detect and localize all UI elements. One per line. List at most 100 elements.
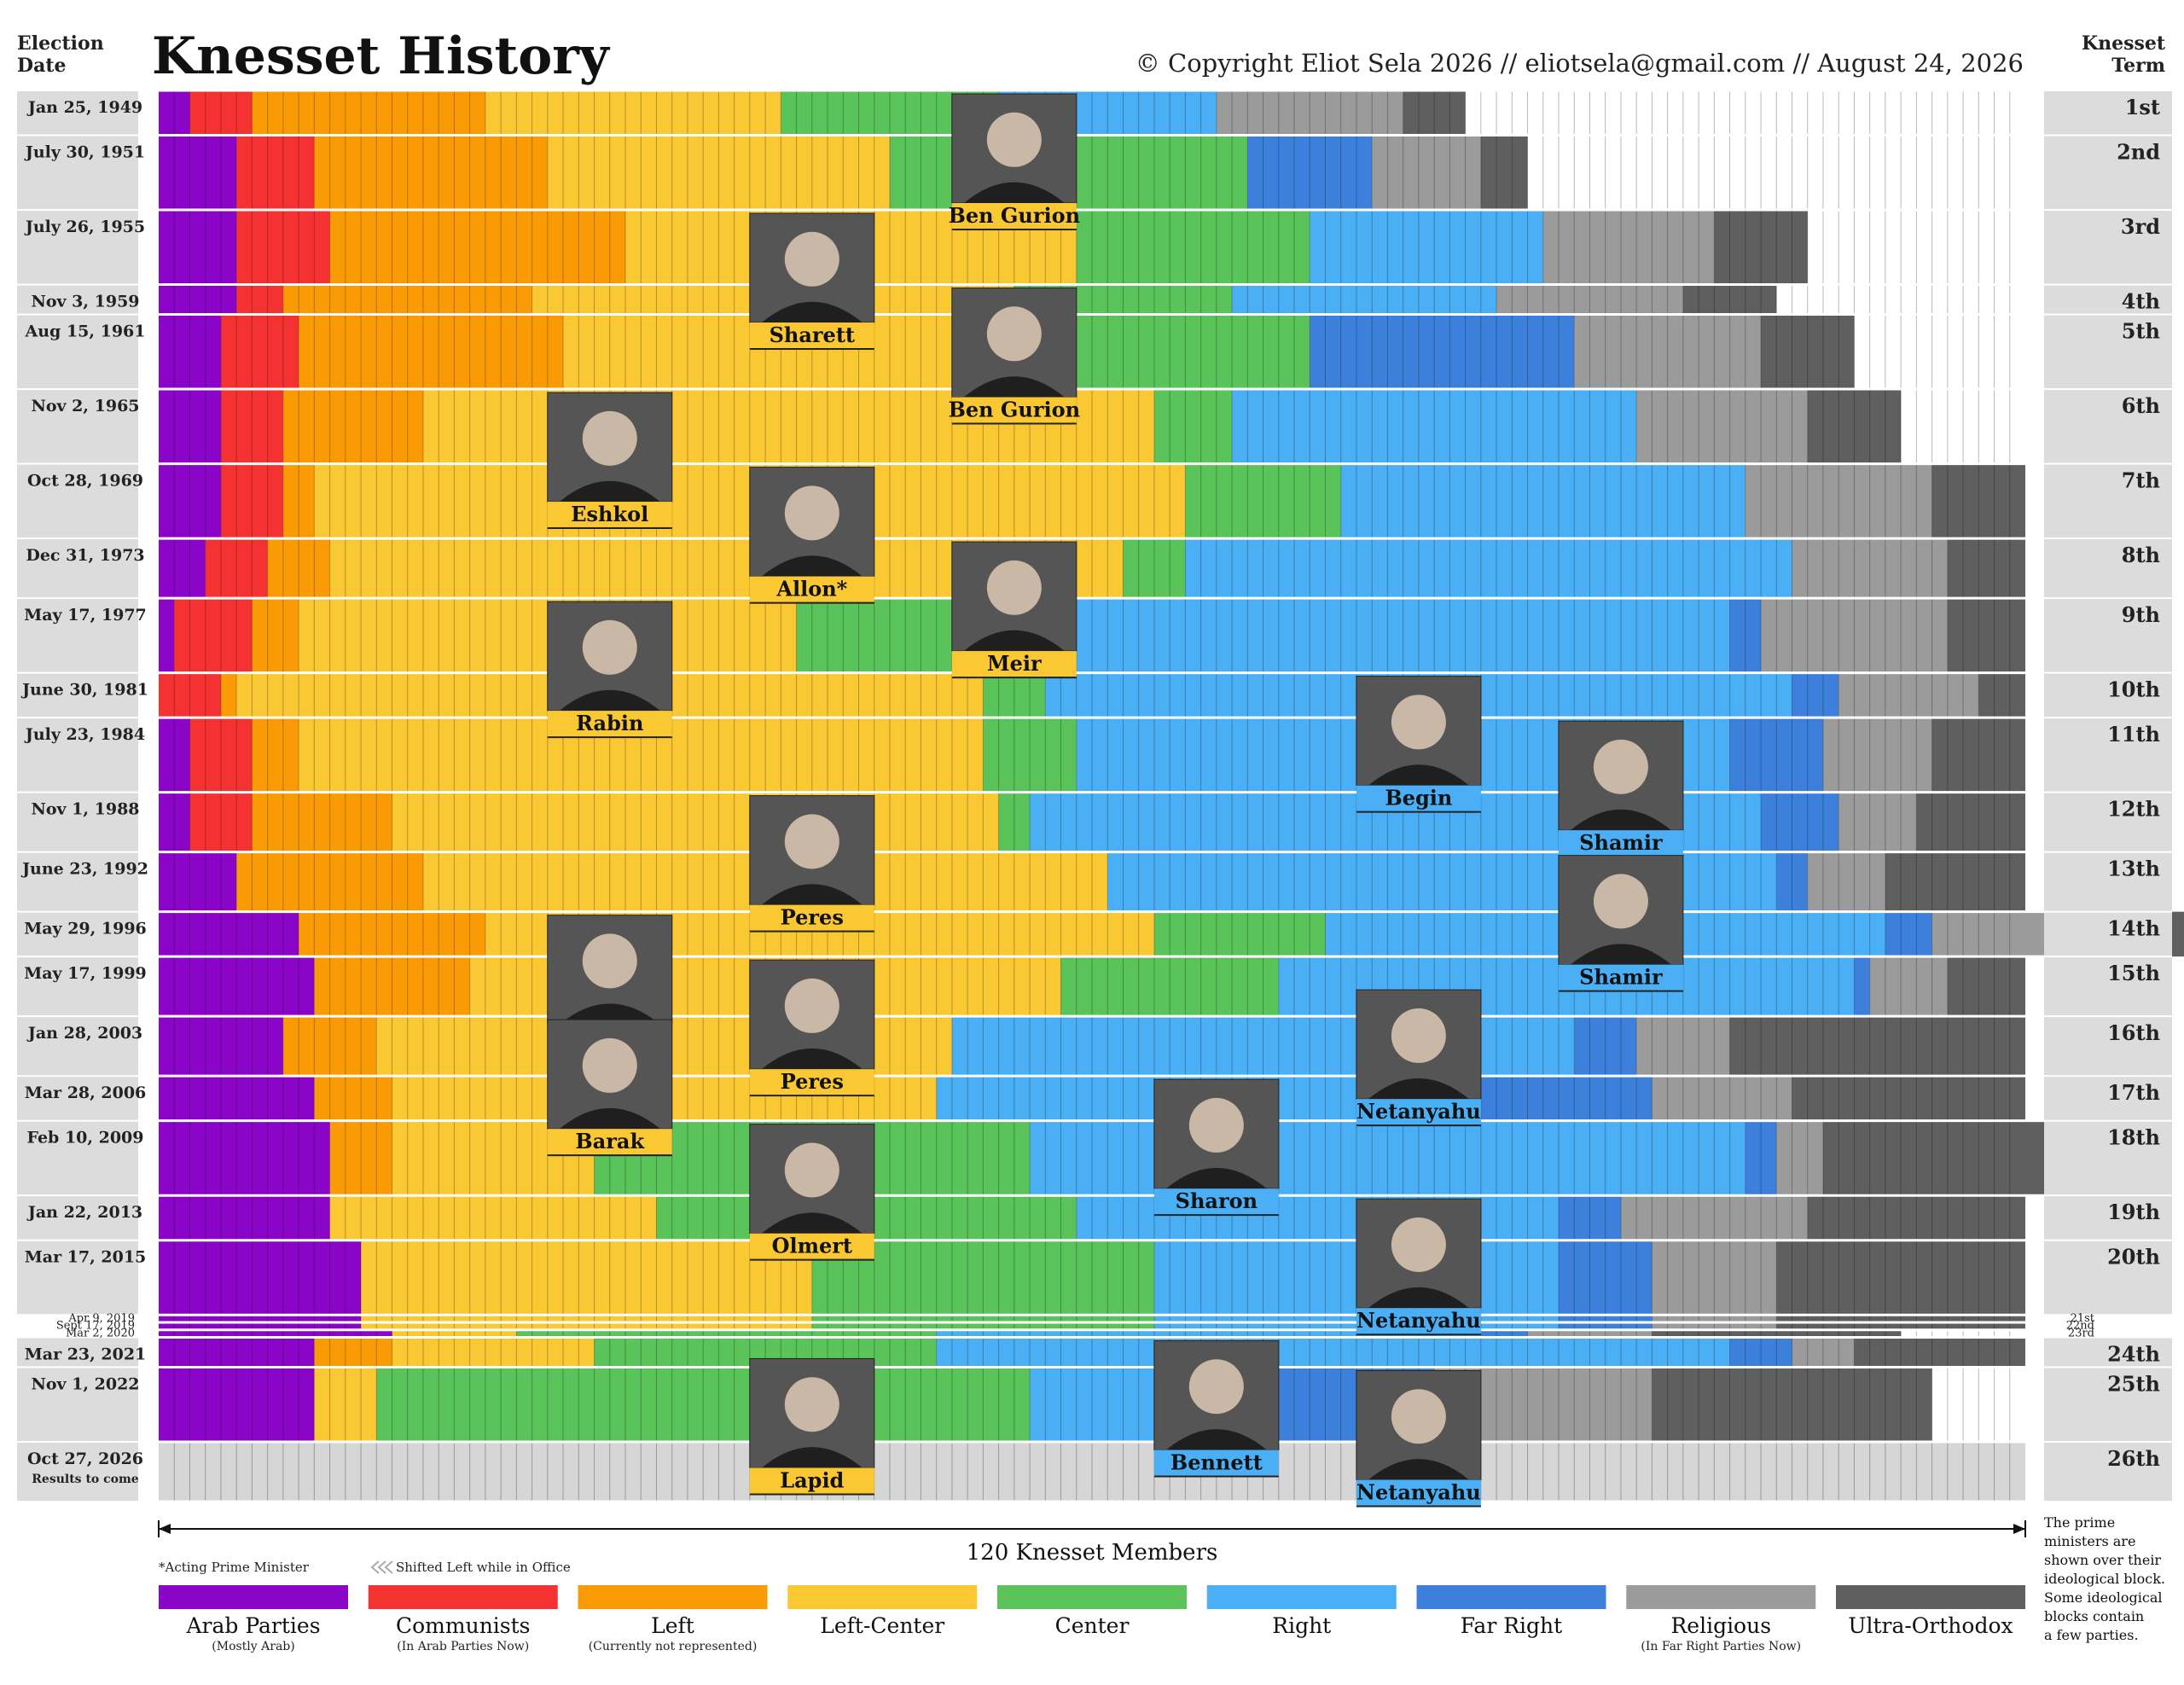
bar-segment: [314, 956, 470, 1017]
election-date: May 29, 1996: [24, 920, 147, 938]
legend-swatch: [1836, 1585, 2025, 1609]
left-label-line1: Election: [17, 32, 104, 55]
bar-segment: [159, 718, 190, 793]
legend-swatch: [787, 1585, 978, 1609]
bar-segment: [159, 851, 237, 912]
bar-segment: [1496, 284, 1683, 315]
term-cell: [2044, 1196, 2172, 1240]
face-icon: [1188, 1359, 1244, 1415]
prime-minister-name: Ben Gurion: [949, 203, 1081, 228]
shoulders-icon: [761, 1212, 863, 1234]
election-date: May 17, 1999: [24, 964, 147, 983]
knesset-term: 3rd: [2121, 214, 2160, 239]
face-icon: [1188, 1097, 1244, 1153]
term-cell: [2044, 211, 2172, 284]
bar-segment: [159, 284, 237, 315]
date-cell: [17, 1316, 138, 1322]
shoulders-icon: [1570, 944, 1671, 965]
bar-segment: [1153, 911, 1326, 957]
bar-segment: [1216, 90, 1403, 136]
date-cell: [17, 1241, 138, 1315]
bar-segment: [159, 314, 221, 390]
election-date: June 23, 1992: [20, 860, 148, 879]
legend-label: Left: [651, 1613, 694, 1638]
bar-segment: [174, 598, 253, 673]
bar-segment: [252, 792, 392, 852]
bar-segment: [1792, 672, 1839, 718]
election-date: Jan 22, 2013: [26, 1203, 142, 1222]
bar-segment: [1729, 1337, 1792, 1368]
bar-segment: [1729, 718, 1823, 793]
shoulders-icon: [761, 555, 863, 577]
bar-segment: [159, 1315, 362, 1322]
bar-segment: [1559, 1195, 1621, 1241]
date-cell: [17, 136, 138, 210]
knesset-term: 26th: [2107, 1446, 2160, 1471]
bar-segment: [485, 90, 781, 136]
term-cell: [2044, 1121, 2172, 1195]
bar-segment: [936, 1337, 1730, 1368]
bar-segment: [1232, 284, 1497, 315]
side-note-line: ministers are: [2044, 1533, 2135, 1549]
term-cell: [2044, 1017, 2172, 1076]
date-cell: [17, 599, 138, 672]
side-note-line: a few parties.: [2044, 1627, 2139, 1643]
name-plate: [547, 502, 672, 528]
bar-segment: [1652, 1322, 1777, 1330]
election-date: Mar 23, 2021: [25, 1345, 147, 1363]
date-cell: [17, 1442, 138, 1501]
face-icon: [582, 1037, 637, 1093]
bar-segment: [159, 1367, 315, 1442]
bar-segment: [1822, 1120, 2072, 1196]
name-plate: [1153, 1450, 1279, 1476]
term-cell: [2044, 793, 2172, 851]
election-date: July 30, 1951: [24, 143, 145, 162]
side-note-line: The prime: [2044, 1514, 2115, 1531]
bar-segment: [1636, 1016, 1730, 1077]
bar-segment: [1761, 792, 1839, 852]
bar-segment: [1153, 389, 1233, 464]
prime-minister: Sharon: [1153, 1078, 1280, 1217]
legend-swatch: [368, 1585, 558, 1609]
bar-segment: [983, 718, 1077, 793]
face-icon: [1391, 694, 1446, 750]
legend-swatch: [1416, 1585, 1606, 1609]
bar-segment: [1340, 463, 1745, 539]
left-label-line2: Date: [17, 55, 67, 77]
prime-minister: Ben Gurion: [949, 288, 1081, 425]
name-plate: [1356, 785, 1481, 811]
date-cell: [17, 793, 138, 851]
bar-segment: [314, 1367, 377, 1442]
bar-segment: [1869, 956, 1948, 1017]
bar-segment: [1620, 1195, 1808, 1241]
legend-swatch: [1206, 1585, 1397, 1609]
bar-segment: [1076, 210, 1310, 285]
bar-segment: [1480, 135, 1528, 211]
shoulders-icon: [1368, 1287, 1469, 1309]
date-cell: [17, 1077, 138, 1120]
bar-segment: [1776, 851, 1808, 912]
bar-segment: [1636, 389, 1808, 464]
bar-segment: [1310, 210, 1543, 285]
bar-segment: [159, 1195, 330, 1241]
prime-minister-name: Begin: [1385, 786, 1452, 811]
face-icon: [784, 978, 839, 1033]
legend-item: Left (Currently not represented): [578, 1585, 768, 1653]
knesset-term: 24th: [2107, 1341, 2160, 1366]
knesset-term: 9th: [2122, 602, 2160, 627]
bar-segment: [159, 389, 221, 464]
name-plate: [951, 397, 1077, 423]
term-cell: [2044, 91, 2172, 135]
legend-item: Right: [1206, 1585, 1397, 1638]
legend-subtitle: (Mostly Arab): [212, 1640, 294, 1653]
bar-segment: [159, 135, 237, 211]
legend-swatch: [159, 1585, 348, 1609]
face-icon: [582, 933, 637, 989]
bar-segment: [1403, 90, 1466, 136]
prime-minister-name: Ben Gurion: [949, 398, 1081, 422]
bar-segment: [159, 1120, 330, 1196]
bar-segment: [361, 1322, 812, 1330]
prime-minister: Begin: [1356, 676, 1482, 813]
bar-segment: [314, 1076, 392, 1121]
legend-item: Arab Parties (Mostly Arab): [159, 1585, 348, 1653]
